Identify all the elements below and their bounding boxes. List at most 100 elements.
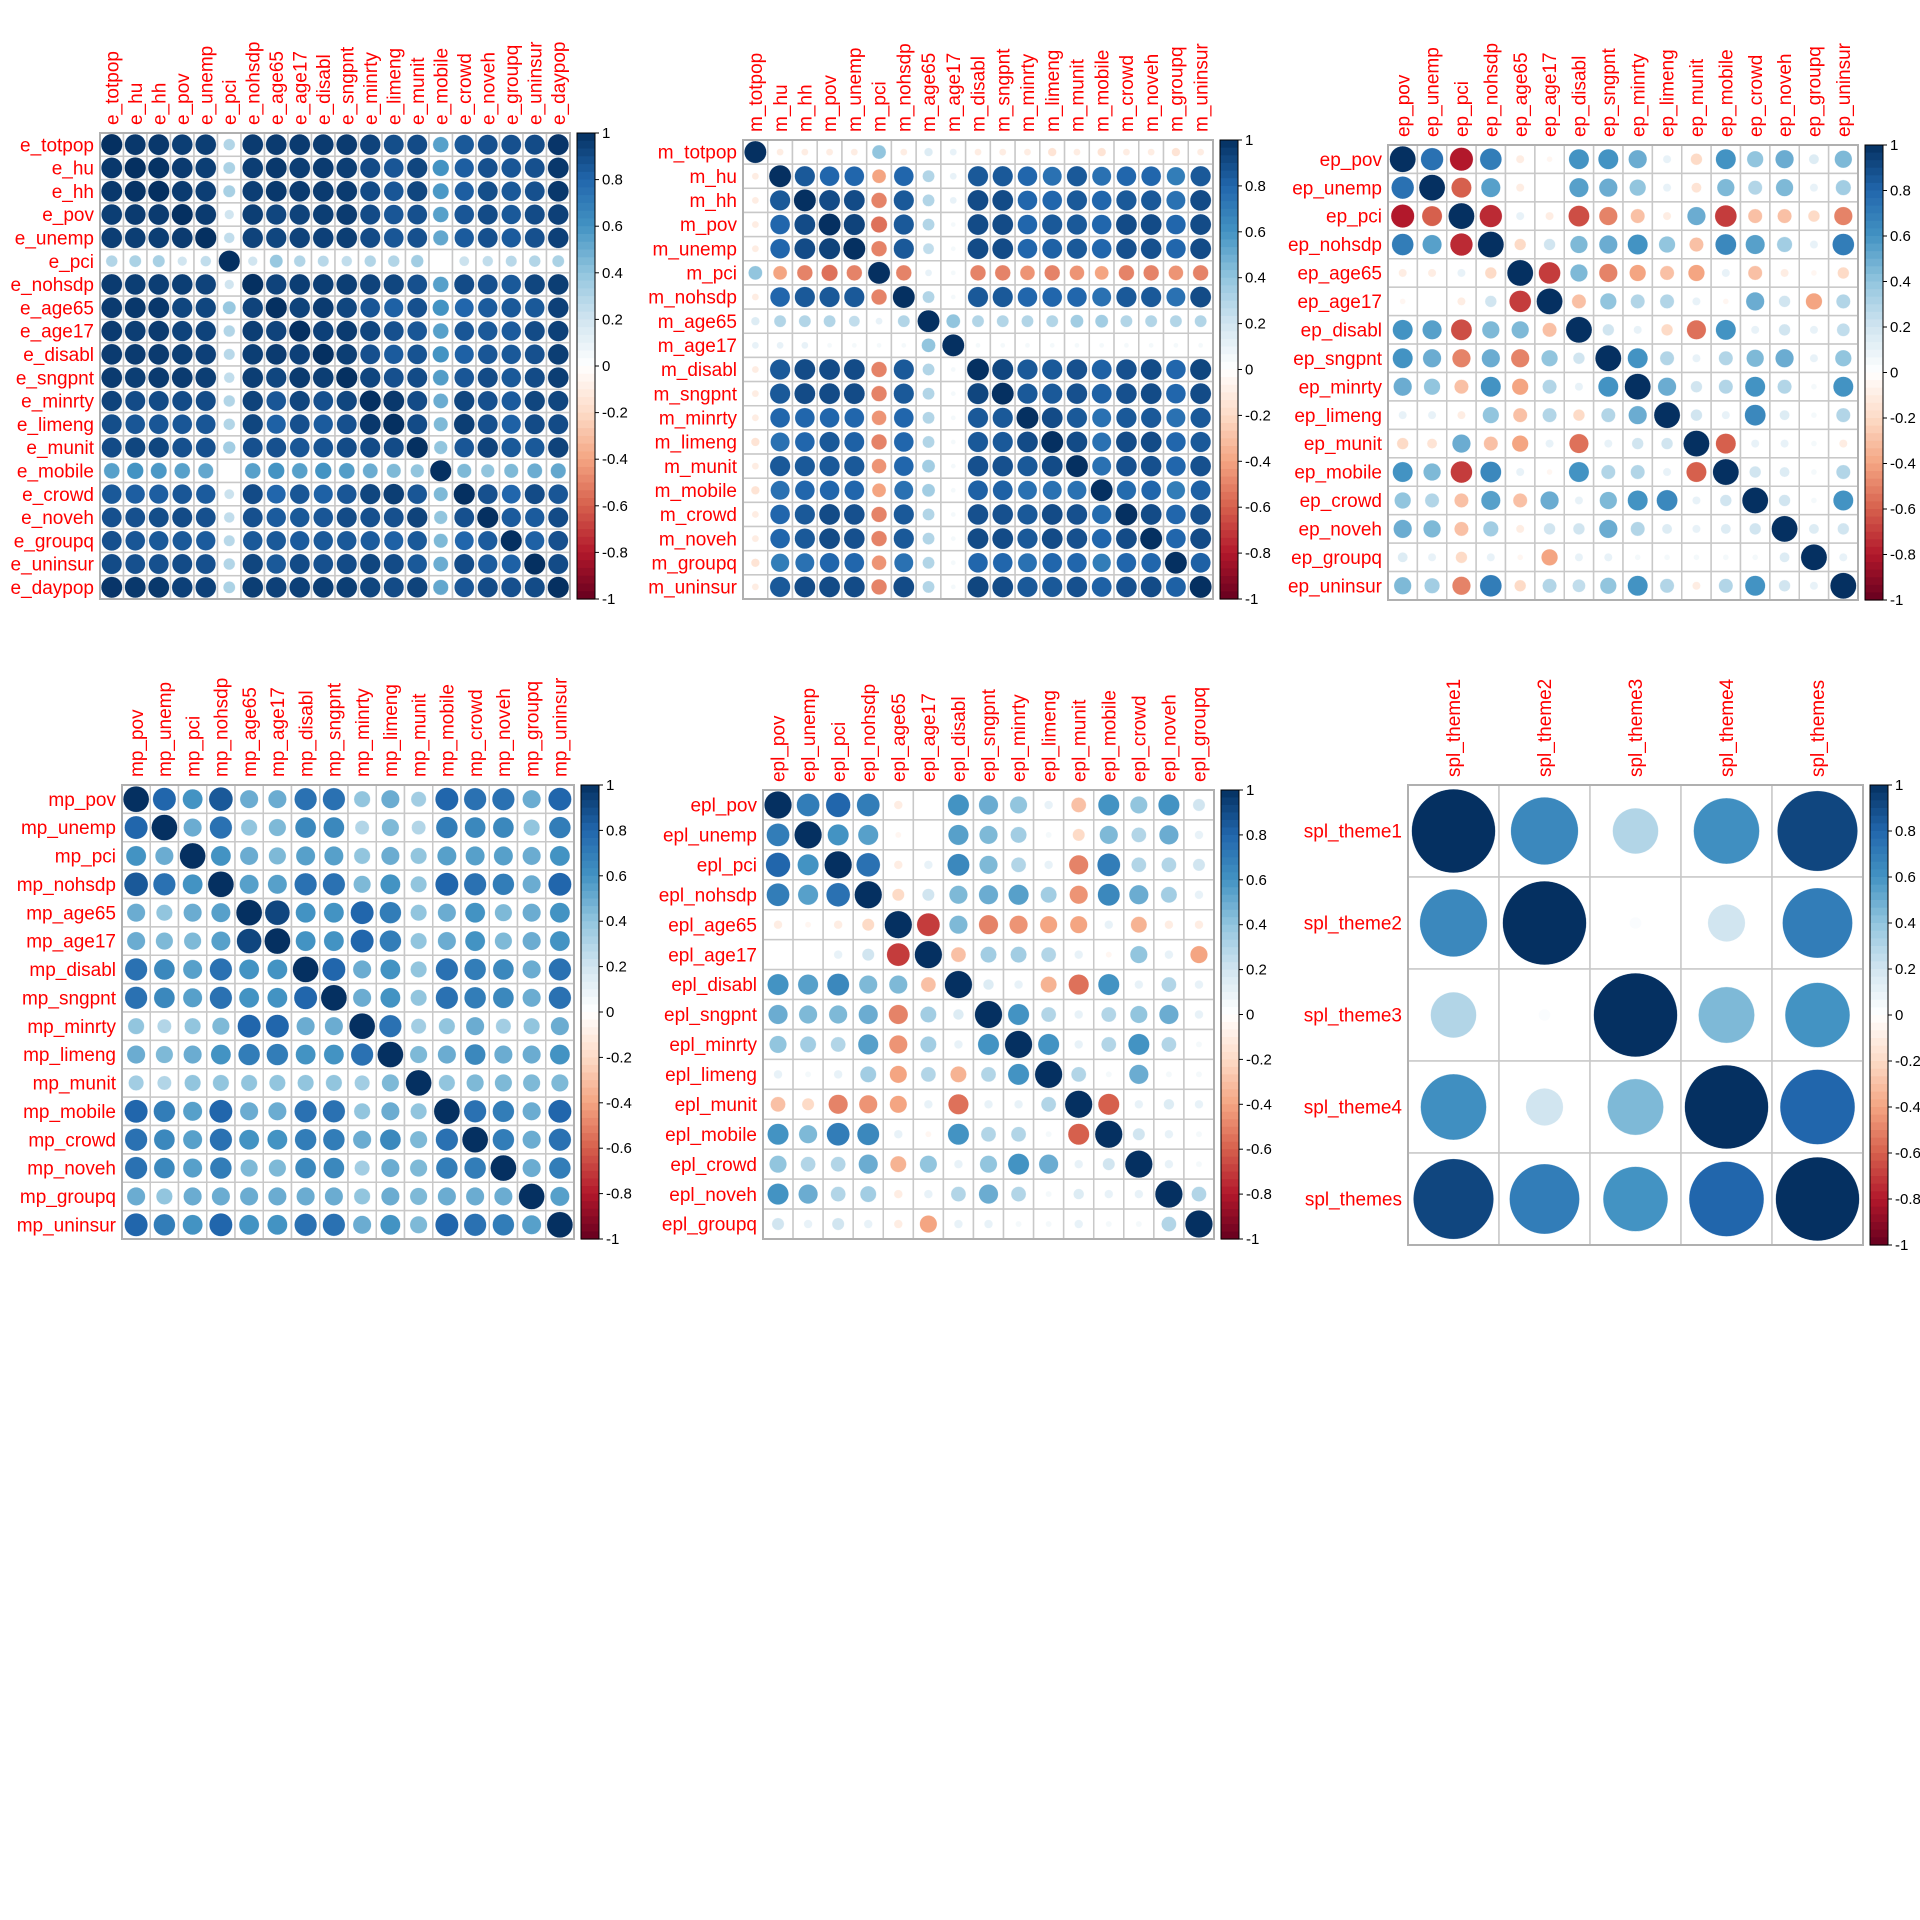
colorbar-segment bbox=[581, 943, 599, 953]
row-label: mp_crowd bbox=[28, 1130, 116, 1151]
colorbar-segment bbox=[1870, 877, 1888, 886]
corr-circle bbox=[944, 970, 973, 999]
corr-circle bbox=[1067, 1123, 1090, 1146]
corr-circle bbox=[1542, 322, 1557, 338]
corr-circle bbox=[1044, 800, 1054, 810]
corr-circle bbox=[148, 227, 170, 249]
grid-cell bbox=[822, 938, 854, 971]
corr-circle bbox=[1749, 465, 1762, 479]
corr-circle bbox=[222, 184, 236, 198]
colorbar-segment bbox=[1870, 1237, 1888, 1246]
corr-circle bbox=[1021, 314, 1034, 328]
colorbar-segment bbox=[1220, 338, 1238, 348]
corr-circle bbox=[323, 1157, 345, 1179]
corr-circle bbox=[100, 180, 123, 203]
grid-cell bbox=[1088, 332, 1115, 359]
colorbar-segment bbox=[1221, 1201, 1239, 1210]
colorbar-segment bbox=[1870, 1122, 1888, 1131]
colorbar-segment bbox=[1870, 1145, 1888, 1154]
matrix-border bbox=[1407, 784, 1864, 1246]
colorbar-segment bbox=[581, 1102, 599, 1111]
corr-circle bbox=[1835, 407, 1851, 423]
corr-circle bbox=[501, 484, 522, 504]
corr-circle bbox=[843, 527, 865, 550]
colorbar-segment bbox=[1221, 872, 1239, 881]
corr-circle bbox=[268, 846, 287, 865]
corr-circle bbox=[819, 431, 841, 453]
colorbar-segment bbox=[1870, 892, 1888, 901]
corr-circle bbox=[1569, 263, 1588, 282]
corr-circle bbox=[407, 553, 428, 575]
corr-circle bbox=[265, 367, 287, 389]
corr-circle bbox=[1115, 407, 1137, 429]
corr-circle bbox=[1480, 461, 1502, 483]
colorbar-segment bbox=[1870, 1130, 1888, 1139]
corr-circle bbox=[182, 873, 203, 895]
corr-circle bbox=[776, 341, 784, 350]
colorbar-segment bbox=[1221, 947, 1239, 956]
colorbar-segment bbox=[1865, 455, 1883, 465]
corr-circle bbox=[978, 914, 999, 935]
corr-circle bbox=[289, 437, 310, 458]
corr-circle bbox=[1398, 410, 1408, 420]
row-label: m_pci bbox=[686, 264, 737, 285]
corr-circle bbox=[289, 203, 311, 226]
corr-circle bbox=[1115, 576, 1138, 598]
corr-circle bbox=[101, 413, 123, 435]
corr-circle bbox=[437, 903, 457, 923]
corr-circle bbox=[1714, 204, 1738, 228]
colorbar-segment bbox=[1220, 499, 1238, 508]
colorbar-segment bbox=[1870, 1068, 1888, 1077]
corr-circle bbox=[406, 576, 428, 598]
corr-circle bbox=[892, 285, 916, 309]
corr-circle bbox=[1780, 268, 1789, 278]
corr-circle bbox=[295, 930, 316, 952]
corr-circle bbox=[751, 172, 760, 181]
corr-circle bbox=[433, 440, 448, 455]
colorbar-segment bbox=[581, 974, 599, 983]
colorbar-segment bbox=[1870, 953, 1888, 962]
corr-circle bbox=[1122, 148, 1131, 156]
corr-circle bbox=[1657, 377, 1677, 397]
corr-circle bbox=[1192, 264, 1209, 281]
corr-circle bbox=[124, 957, 148, 981]
corr-circle bbox=[100, 296, 123, 319]
corr-circle bbox=[528, 255, 541, 268]
corr-circle bbox=[1480, 376, 1502, 398]
corr-circle bbox=[1074, 1009, 1084, 1020]
corr-circle bbox=[893, 189, 915, 211]
corr-circle bbox=[383, 437, 405, 458]
colorbar-segment bbox=[1221, 917, 1239, 926]
corr-circle bbox=[856, 852, 881, 878]
colorbar-segment bbox=[577, 296, 595, 305]
row-label: epl_nohsdp bbox=[659, 885, 757, 906]
corr-circle bbox=[801, 341, 809, 350]
corr-circle bbox=[548, 872, 572, 897]
corr-circle bbox=[1069, 265, 1085, 281]
corr-circle bbox=[1628, 149, 1648, 169]
colorbar-segment bbox=[581, 913, 599, 922]
corr-circle bbox=[1569, 235, 1588, 254]
colorbar-tick-label: 0.4 bbox=[1246, 917, 1267, 934]
corr-circle bbox=[359, 204, 381, 225]
corr-circle bbox=[1023, 148, 1032, 156]
colorbar-segment bbox=[1870, 1206, 1888, 1215]
colorbar-segment bbox=[1220, 178, 1238, 187]
corr-circle bbox=[804, 1071, 812, 1078]
colorbar-segment bbox=[1870, 854, 1888, 863]
colorbar-segment bbox=[1221, 924, 1239, 933]
corr-circle bbox=[335, 366, 358, 389]
corr-circle bbox=[312, 553, 334, 575]
corr-circle bbox=[1630, 464, 1646, 480]
matrix-border bbox=[742, 139, 1214, 600]
row-label: mp_unemp bbox=[21, 818, 116, 839]
corr-circle bbox=[238, 987, 260, 1009]
colorbar-segment bbox=[1865, 433, 1883, 442]
corr-circle bbox=[914, 940, 943, 969]
corr-circle bbox=[948, 885, 968, 905]
corr-circle bbox=[313, 530, 334, 551]
corr-circle bbox=[524, 320, 546, 342]
corr-circle bbox=[851, 342, 858, 349]
colorbar-segment bbox=[1221, 1186, 1239, 1195]
corr-circle bbox=[991, 358, 1014, 381]
